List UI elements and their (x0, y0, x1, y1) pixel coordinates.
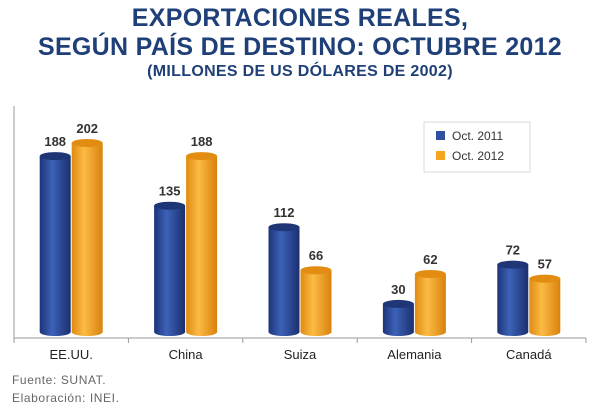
bar-cap (71, 139, 103, 147)
prepared-by-note: Elaboración: INEI. (12, 391, 120, 405)
bar-0-2 (268, 223, 300, 336)
data-label: 202 (76, 121, 98, 136)
bar-cap (300, 266, 332, 275)
x-tick-label: Canadá (506, 347, 552, 362)
x-tick-label: Alemania (387, 347, 442, 362)
data-label: 30 (391, 282, 405, 297)
title-block: EXPORTACIONES REALES, SEGÚN PAÍS DE DEST… (0, 4, 600, 82)
bar-0-4 (497, 260, 529, 336)
data-label: 188 (191, 134, 213, 149)
bar-body (300, 270, 332, 336)
data-label: 72 (506, 243, 520, 258)
legend: Oct. 2011 Oct. 2012 (423, 121, 531, 173)
bar-body (39, 156, 71, 336)
bar-cap (529, 274, 561, 283)
plot-area: 188 202 EE.UU. 135 188 China 112 66 Suiza 30 62 Ale… (13, 106, 587, 362)
legend-label: Oct. 2012 (452, 149, 504, 163)
bar-cap (186, 152, 218, 161)
bar-0-0 (39, 152, 71, 336)
x-tick-label: China (169, 347, 204, 362)
bar-1-4 (529, 274, 561, 336)
legend-box (423, 121, 531, 173)
legend-label: Oct. 2011 (452, 129, 503, 143)
bar-body (154, 205, 186, 336)
bar-1-2 (300, 266, 332, 336)
data-label: 188 (44, 134, 66, 149)
bar-cap (497, 260, 529, 269)
chart-title-line-2: SEGÚN PAÍS DE DESTINO: OCTUBRE 2012 (37, 33, 563, 61)
data-label: 62 (423, 252, 437, 267)
bar-body (382, 303, 414, 336)
bar-body (71, 143, 103, 336)
bar-cap (39, 152, 71, 161)
x-tick-label: EE.UU. (50, 347, 93, 362)
bar-body (414, 273, 446, 336)
bar-1-0 (71, 139, 103, 336)
bar-cap (382, 299, 414, 308)
chart-subtitle: (MILLONES DE US DÓLARES DE 2002) (147, 63, 453, 80)
source-note: Fuente: SUNAT. (12, 373, 107, 387)
data-label: 66 (309, 248, 323, 263)
footnotes: Fuente: SUNAT. Elaboración: INEI. (12, 371, 120, 407)
data-label: 135 (159, 184, 181, 199)
data-label: 57 (538, 257, 552, 272)
bar-body (529, 278, 561, 336)
chart-title-line-1: EXPORTACIONES REALES, (131, 4, 469, 32)
bar-1-3 (414, 269, 446, 336)
bar-body (268, 227, 300, 336)
bar-body (497, 264, 529, 336)
x-tick-label: Suiza (284, 347, 317, 362)
bar-0-1 (154, 201, 186, 336)
bar-cap (268, 223, 300, 232)
bar-body (186, 156, 218, 336)
bar-1-1 (186, 152, 218, 336)
legend-swatch (436, 131, 445, 140)
data-label: 112 (274, 205, 295, 220)
bar-0-3 (382, 299, 414, 336)
bar-cap (154, 201, 186, 210)
legend-swatch (436, 151, 445, 160)
bar-cap (414, 269, 446, 278)
